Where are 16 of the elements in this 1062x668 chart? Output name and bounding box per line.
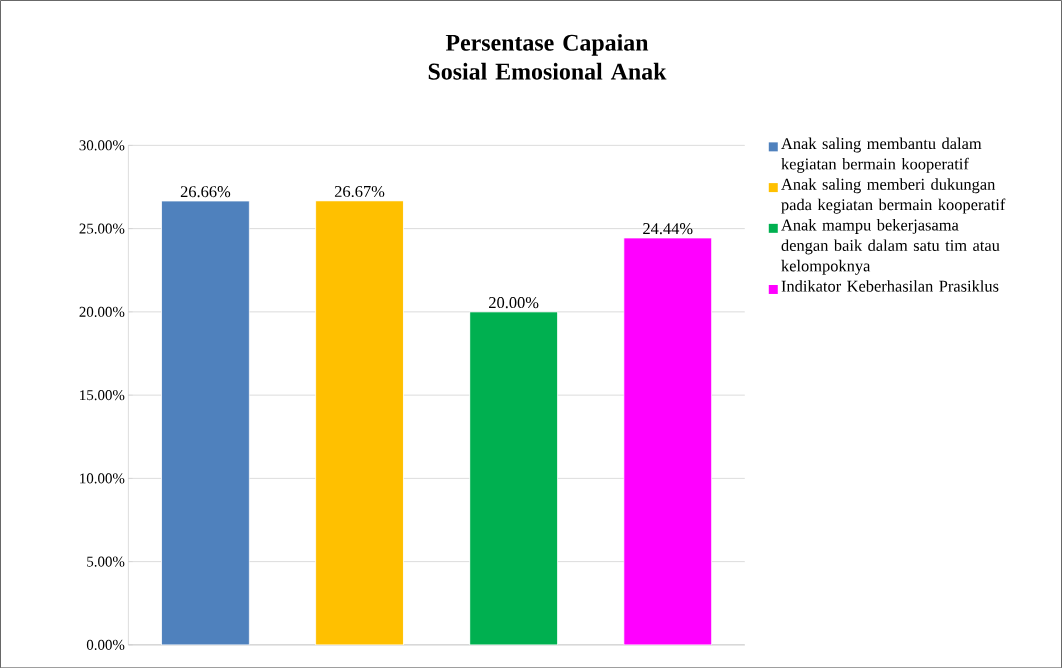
data-label: 26.66% bbox=[180, 185, 231, 198]
y-tick-label: 0.00% bbox=[86, 639, 125, 650]
chart-title: Persentase Capaian Sosial Emosional Anak bbox=[428, 33, 667, 80]
legend-label: Anak mampu bekerjasama dengan baik dalam satu tim atau kelompoknya bbox=[781, 218, 1000, 275]
y-tick-label: 15.00% bbox=[80, 389, 125, 401]
y-tick-label: 25.00% bbox=[79, 223, 125, 234]
legend-label: Anak saling memberi dukungan pada kegiatan bermain kooperatif bbox=[781, 178, 1006, 214]
data-label: 24.44% bbox=[643, 222, 693, 235]
y-tick-label: 10.00% bbox=[80, 473, 125, 484]
data-label: 26.67% bbox=[334, 185, 385, 197]
legend-label: Indikator Keberhasilan Prasiklus bbox=[781, 280, 999, 292]
y-tick-label: 5.00% bbox=[87, 556, 125, 567]
y-tick-label: 30.00% bbox=[79, 140, 125, 151]
legend-label: Anak saling membantu dalam kegiatan bermain kooperatif bbox=[781, 137, 982, 173]
y-tick-label: 20.00% bbox=[79, 306, 125, 317]
data-label: 20.00% bbox=[489, 296, 539, 308]
